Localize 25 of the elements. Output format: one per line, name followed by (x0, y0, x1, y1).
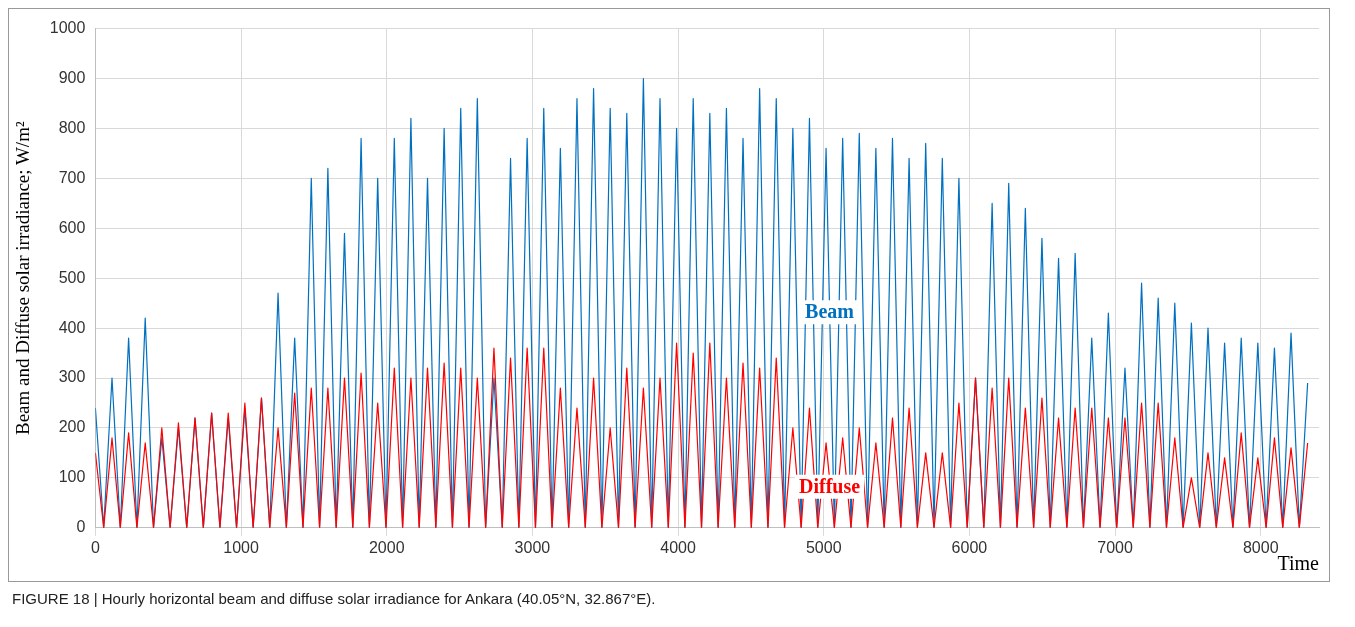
y-tick-label: 600 (58, 218, 86, 236)
x-tick-label: 3000 (514, 538, 551, 556)
y-tick-label: 700 (58, 168, 86, 186)
x-tick-label: 0 (90, 538, 100, 556)
x-tick-label: 2000 (368, 538, 405, 556)
y-axis-title: Beam and Diffuse solar irradiance; W/m² (12, 121, 34, 436)
y-tick-label: 100 (58, 468, 86, 486)
y-tick-label: 0 (76, 518, 86, 536)
series-label: Beam (805, 300, 855, 323)
y-tick-label: 800 (58, 118, 86, 136)
x-tick-label: 6000 (951, 538, 988, 556)
x-tick-label: 4000 (660, 538, 696, 556)
x-tick-label: 8000 (1242, 538, 1279, 556)
series-label: Diffuse (799, 474, 861, 497)
y-tick-label: 200 (58, 418, 86, 436)
x-tick-label: 7000 (1097, 538, 1133, 556)
y-tick-label: 300 (58, 368, 86, 386)
y-tick-label: 500 (58, 268, 86, 286)
y-tick-label: 400 (58, 318, 86, 336)
caption: FIGURE 18 | Hourly horizontal beam and diffuse solar irradiance for Ankara (40.05°N, 32.867°E). (12, 590, 657, 607)
y-tick-label: 900 (58, 68, 86, 86)
y-tick-label: 1000 (49, 19, 86, 37)
x-axis-title: Time (1277, 552, 1320, 575)
x-tick-label: 5000 (805, 538, 842, 556)
x-tick-label: 1000 (223, 538, 259, 556)
